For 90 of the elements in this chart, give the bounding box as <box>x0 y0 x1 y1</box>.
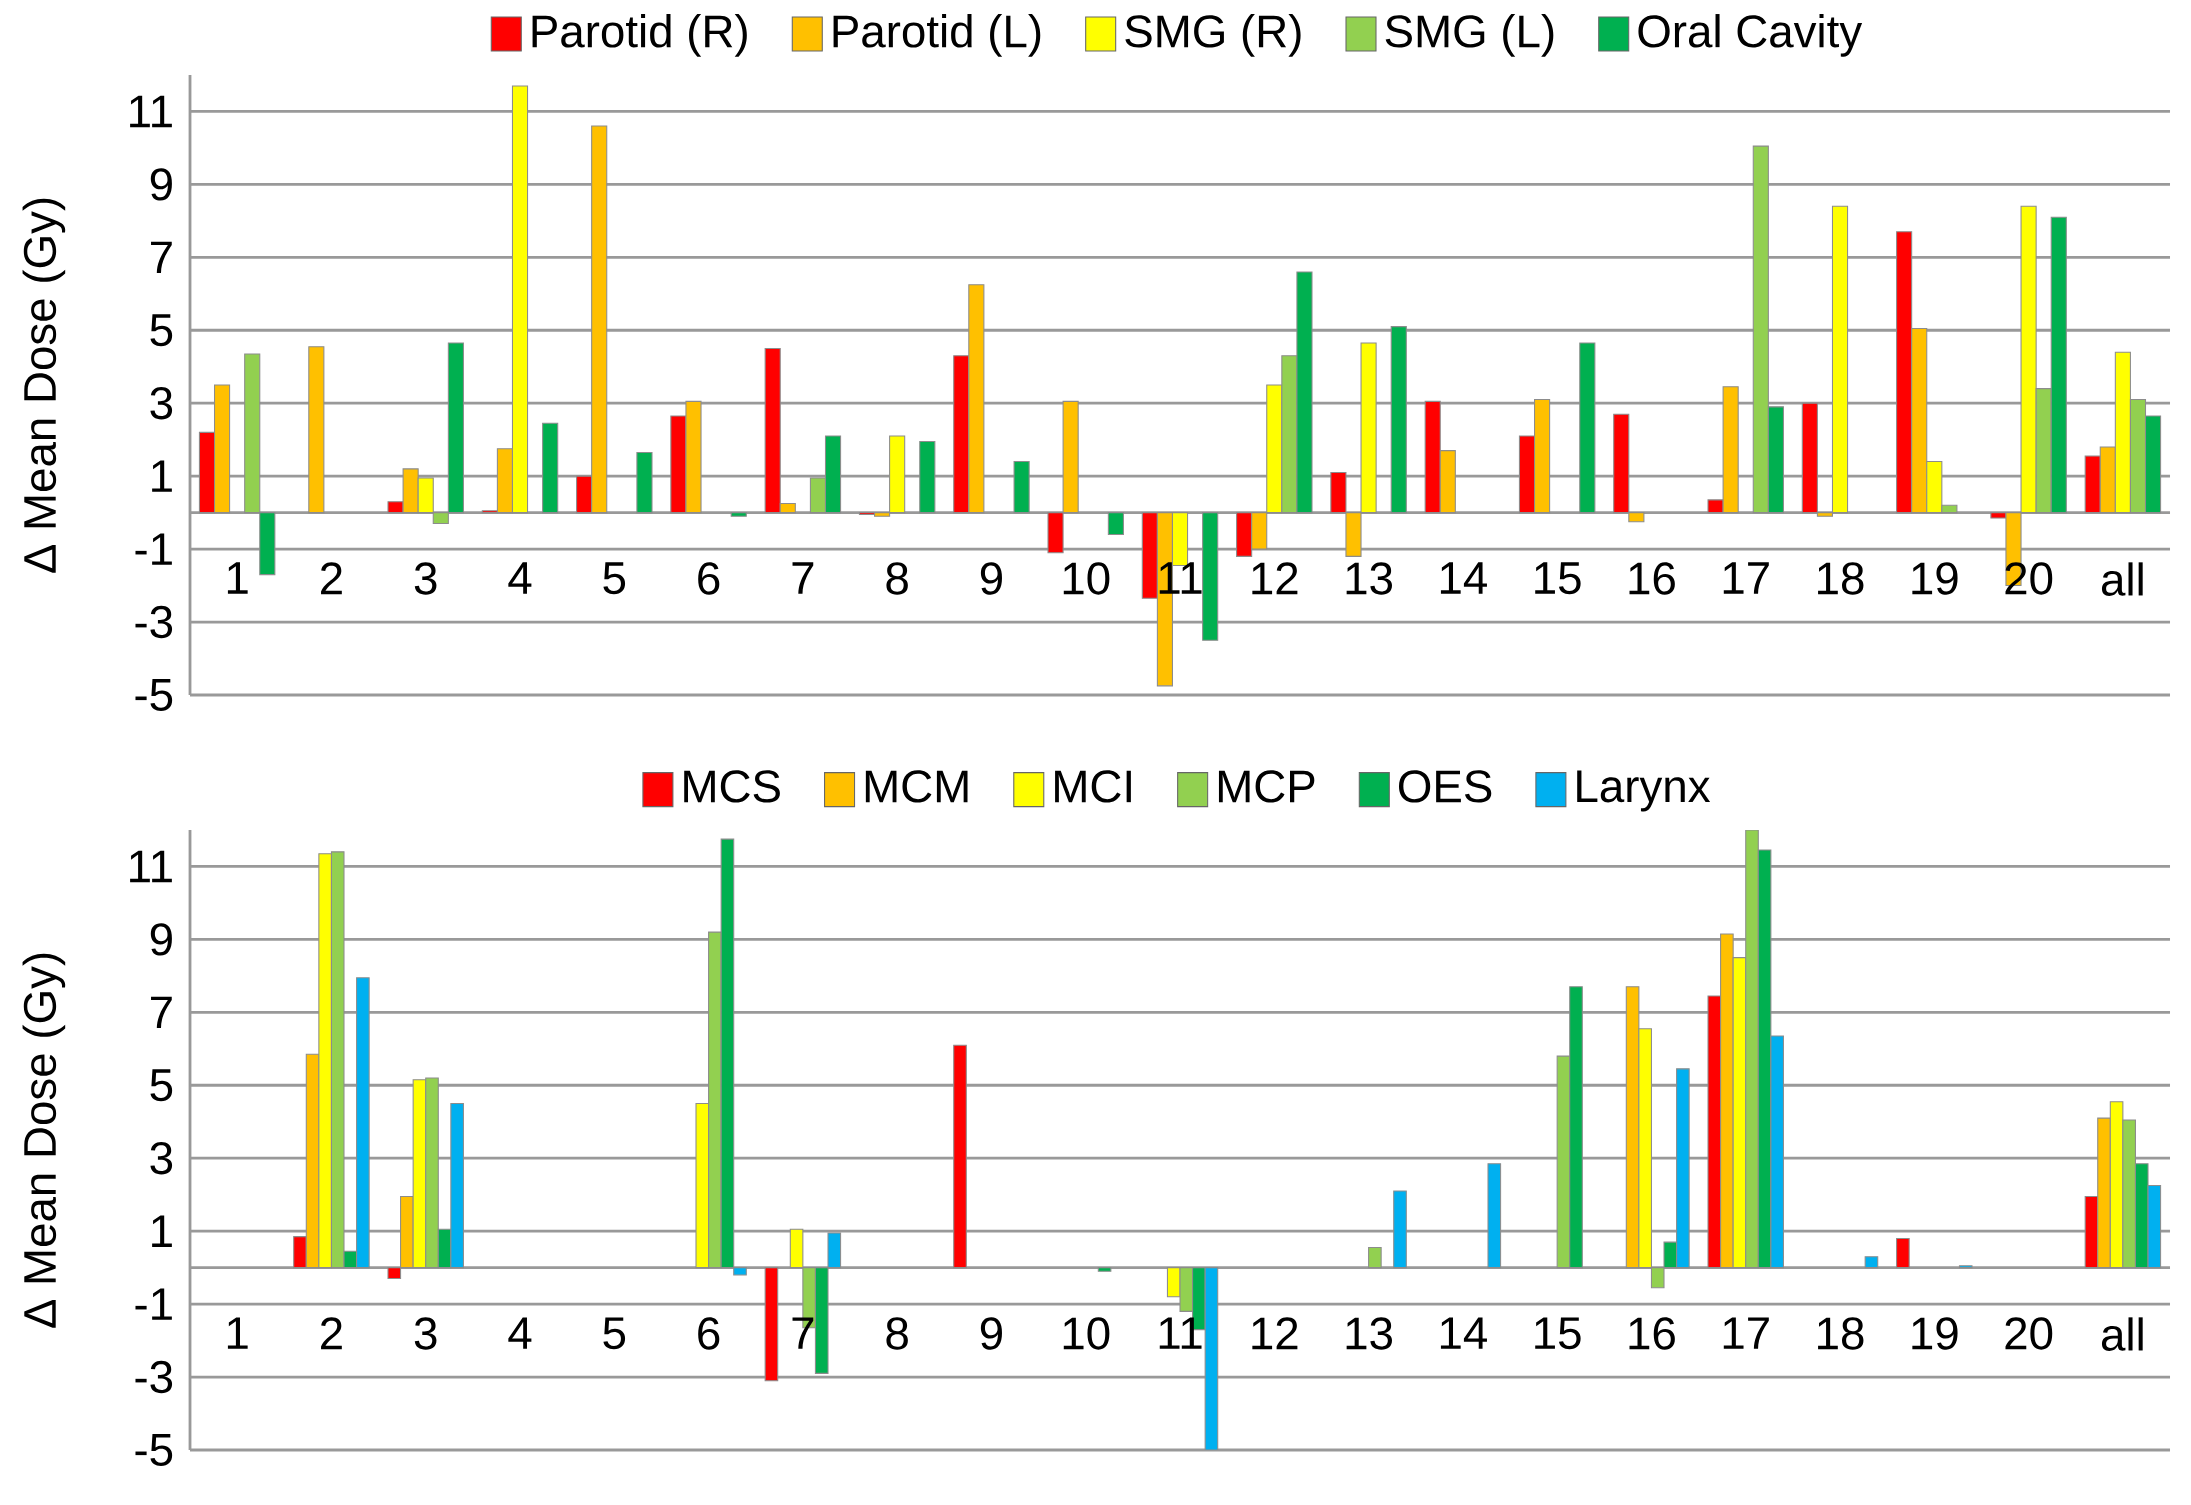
y-axis-title: Δ Mean Dose (Gy) <box>22 198 66 573</box>
y-tick-label: -1 <box>135 533 172 565</box>
legend-label: Parotid (L) <box>833 14 1041 57</box>
x-tick-label: 20 <box>2005 562 2053 595</box>
x-tick-label: 17 <box>1723 1317 1769 1349</box>
x-tick-label: 4 <box>508 562 532 594</box>
bar <box>1013 461 1030 514</box>
y-tick-label: 7 <box>151 241 172 274</box>
legend-label: MCI <box>1055 770 1131 803</box>
x-tick-label: all <box>2101 562 2143 596</box>
legend-label: SMG (R) <box>1125 14 1301 57</box>
x-tick-label: 6 <box>698 1317 720 1350</box>
bar <box>953 1044 967 1269</box>
y-tick-label: -3 <box>135 1360 173 1394</box>
x-tick-label: 8 <box>886 1317 908 1350</box>
x-tick-label: 17 <box>1723 562 1769 594</box>
bar <box>730 512 747 517</box>
y-tick-label: 3 <box>150 387 173 420</box>
legend-label: OES <box>1399 770 1492 803</box>
y-tick-label: -3 <box>135 605 173 639</box>
legend-label: Parotid (R) <box>532 14 747 57</box>
bar <box>1097 1267 1112 1272</box>
y-tick-label: 1 <box>152 460 172 492</box>
y-tick-label: 11 <box>130 850 172 883</box>
x-tick-label: 13 <box>1346 1317 1392 1350</box>
x-tick-label: 13 <box>1346 562 1392 595</box>
x-tick-label: 8 <box>886 562 908 595</box>
y-axis-title: Δ Mean Dose (Gy) <box>22 953 66 1328</box>
y-tick-label: 9 <box>150 168 172 201</box>
x-tick-label: 14 <box>1440 1317 1487 1349</box>
x-tick-label: 1 <box>227 1317 248 1349</box>
x-tick-label: 12 <box>1252 1317 1298 1350</box>
y-tick-label: 1 <box>152 1215 172 1247</box>
x-tick-label: 15 <box>1535 1317 1581 1350</box>
legend-label: MCP <box>1218 770 1315 803</box>
x-tick-label: 9 <box>980 562 1002 595</box>
bar <box>764 1267 779 1382</box>
bar <box>1107 512 1124 536</box>
y-tick-label: 7 <box>151 996 172 1029</box>
x-tick-label: 10 <box>1063 562 1110 595</box>
y-tick-label: 5 <box>150 1069 173 1102</box>
legend-label: MCM <box>865 770 968 803</box>
y-tick-label: -5 <box>135 1434 173 1466</box>
x-tick-label: 9 <box>980 1317 1002 1350</box>
x-tick-label: 14 <box>1440 562 1487 594</box>
legend-label: SMG (L) <box>1385 14 1554 57</box>
x-tick-label: 5 <box>603 562 626 595</box>
y-tick-label: -5 <box>135 679 173 711</box>
x-tick-label: 5 <box>603 1317 626 1350</box>
x-tick-label: 3 <box>414 1317 437 1350</box>
bar <box>1390 326 1407 514</box>
x-tick-label: 1 <box>227 562 248 594</box>
y-tick-label: 9 <box>150 923 172 956</box>
x-tick-label: 6 <box>698 562 720 595</box>
y-tick-label: -1 <box>135 1288 172 1320</box>
legend-label: Larynx <box>1577 770 1711 812</box>
x-tick-label: 15 <box>1535 562 1581 595</box>
x-tick-label: 2 <box>321 1317 342 1350</box>
bar <box>308 346 325 514</box>
x-tick-label: 4 <box>508 1317 532 1349</box>
y-tick-label: 5 <box>150 314 173 347</box>
bar <box>1579 342 1596 514</box>
x-tick-label: 16 <box>1629 1317 1675 1350</box>
bar <box>636 451 653 514</box>
x-tick-label: 12 <box>1252 562 1298 595</box>
bar <box>1202 512 1219 641</box>
bar <box>1896 1237 1910 1269</box>
legend-label: MCS <box>684 770 780 803</box>
x-tick-label: 20 <box>2005 1317 2053 1350</box>
bar <box>1393 1190 1407 1269</box>
bar <box>1368 1247 1382 1269</box>
x-tick-label: 7 <box>792 562 814 594</box>
x-tick-label: 16 <box>1629 562 1675 595</box>
bar <box>542 422 559 514</box>
x-tick-label: 18 <box>1818 1317 1864 1350</box>
bar <box>919 440 936 514</box>
y-tick-label: 11 <box>130 95 172 128</box>
x-tick-label: 2 <box>321 562 342 595</box>
x-tick-label: 18 <box>1818 562 1864 595</box>
x-tick-label: 19 <box>1912 562 1958 595</box>
bar <box>1676 1068 1690 1269</box>
bar <box>356 977 370 1269</box>
x-tick-label: 3 <box>414 562 437 595</box>
x-tick-label: 19 <box>1912 1317 1958 1350</box>
x-tick-label: 7 <box>792 1317 814 1349</box>
x-tick-label: 11 <box>1159 1317 1202 1349</box>
y-tick-label: 3 <box>150 1142 173 1175</box>
legend-label: Oral Cavity <box>1638 14 1863 57</box>
x-tick-label: all <box>2101 1317 2143 1351</box>
x-tick-label: 10 <box>1063 1317 1110 1350</box>
